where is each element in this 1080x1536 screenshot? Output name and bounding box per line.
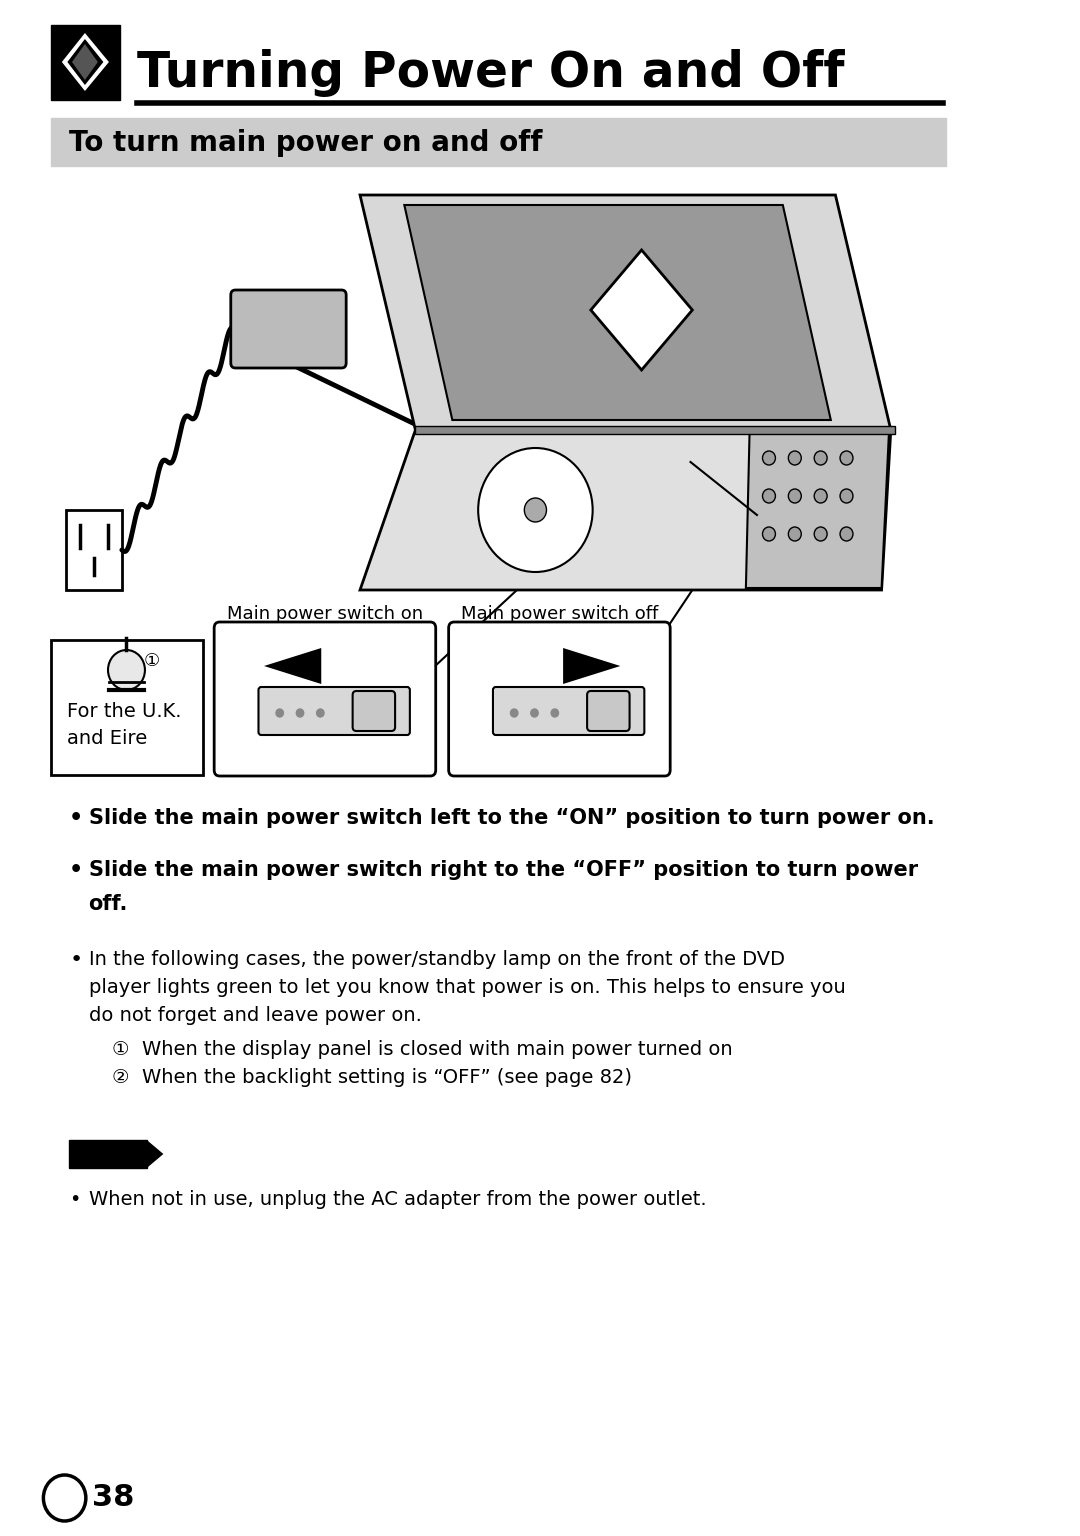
Text: NOTE: NOTE — [77, 1144, 127, 1163]
FancyBboxPatch shape — [214, 622, 435, 776]
Bar — [416, 425, 895, 435]
Circle shape — [814, 452, 827, 465]
Text: •: • — [69, 949, 82, 971]
Circle shape — [762, 488, 775, 502]
Circle shape — [840, 452, 853, 465]
Circle shape — [108, 650, 145, 690]
Text: OFF: OFF — [387, 703, 414, 717]
Circle shape — [814, 488, 827, 502]
Circle shape — [840, 527, 853, 541]
FancyBboxPatch shape — [492, 687, 645, 736]
Circle shape — [840, 488, 853, 502]
Circle shape — [762, 527, 775, 541]
Polygon shape — [360, 430, 891, 590]
Circle shape — [788, 488, 801, 502]
Text: ①  When the display panel is closed with main power turned on: ① When the display panel is closed with … — [111, 1040, 732, 1058]
Text: Slide the main power switch left to the “ON” position to turn power on.: Slide the main power switch left to the … — [89, 808, 934, 828]
Polygon shape — [264, 648, 321, 684]
Bar — [51, 118, 946, 166]
FancyBboxPatch shape — [231, 290, 347, 369]
Bar — [69, 1140, 147, 1167]
Circle shape — [788, 452, 801, 465]
Text: Main power switch off: Main power switch off — [461, 605, 658, 624]
Circle shape — [551, 710, 558, 717]
FancyBboxPatch shape — [588, 691, 630, 731]
Polygon shape — [360, 195, 891, 430]
Text: 38: 38 — [92, 1484, 135, 1513]
Text: When not in use, unplug the AC adapter from the power outlet.: When not in use, unplug the AC adapter f… — [89, 1190, 706, 1209]
Polygon shape — [746, 432, 889, 588]
Circle shape — [276, 710, 283, 717]
Bar — [67, 510, 122, 590]
Text: ①: ① — [144, 651, 160, 670]
Circle shape — [788, 527, 801, 541]
Text: GB: GB — [53, 1490, 77, 1505]
Text: do not forget and leave power on.: do not forget and leave power on. — [89, 1006, 421, 1025]
FancyBboxPatch shape — [353, 691, 395, 731]
Polygon shape — [591, 250, 692, 370]
Circle shape — [296, 710, 303, 717]
Text: POWER ON: POWER ON — [461, 703, 539, 717]
Text: OFF: OFF — [621, 703, 648, 717]
Text: To turn main power on and off: To turn main power on and off — [69, 129, 543, 157]
Text: player lights green to let you know that power is on. This helps to ensure you: player lights green to let you know that… — [89, 978, 846, 997]
Text: •: • — [69, 808, 83, 828]
Polygon shape — [72, 45, 98, 80]
Text: Main power switch on: Main power switch on — [227, 605, 423, 624]
FancyBboxPatch shape — [448, 622, 671, 776]
Polygon shape — [404, 204, 831, 419]
Circle shape — [43, 1475, 85, 1521]
Circle shape — [478, 449, 593, 571]
Circle shape — [524, 498, 546, 522]
Bar — [51, 25, 120, 100]
Polygon shape — [67, 38, 104, 84]
Circle shape — [316, 710, 324, 717]
Text: Turning Power On and Off: Turning Power On and Off — [137, 49, 845, 97]
Text: Slide the main power switch right to the “OFF” position to turn power: Slide the main power switch right to the… — [89, 860, 918, 880]
Circle shape — [530, 710, 538, 717]
Text: •: • — [69, 860, 83, 880]
Circle shape — [511, 710, 518, 717]
Circle shape — [762, 452, 775, 465]
Text: POWER ON: POWER ON — [227, 703, 305, 717]
Text: ②  When the backlight setting is “OFF” (see page 82): ② When the backlight setting is “OFF” (s… — [111, 1068, 632, 1087]
Bar — [51, 641, 203, 776]
Polygon shape — [563, 648, 620, 684]
Polygon shape — [62, 32, 109, 91]
Text: For the U.K.
and Eire: For the U.K. and Eire — [67, 702, 181, 748]
Text: In the following cases, the power/standby lamp on the front of the DVD: In the following cases, the power/standb… — [89, 949, 784, 969]
Polygon shape — [147, 1140, 163, 1167]
Circle shape — [814, 527, 827, 541]
Text: •: • — [69, 1190, 81, 1209]
FancyBboxPatch shape — [258, 687, 410, 736]
Text: Power/standby lamp: Power/standby lamp — [690, 453, 875, 472]
Text: off.: off. — [89, 894, 129, 914]
